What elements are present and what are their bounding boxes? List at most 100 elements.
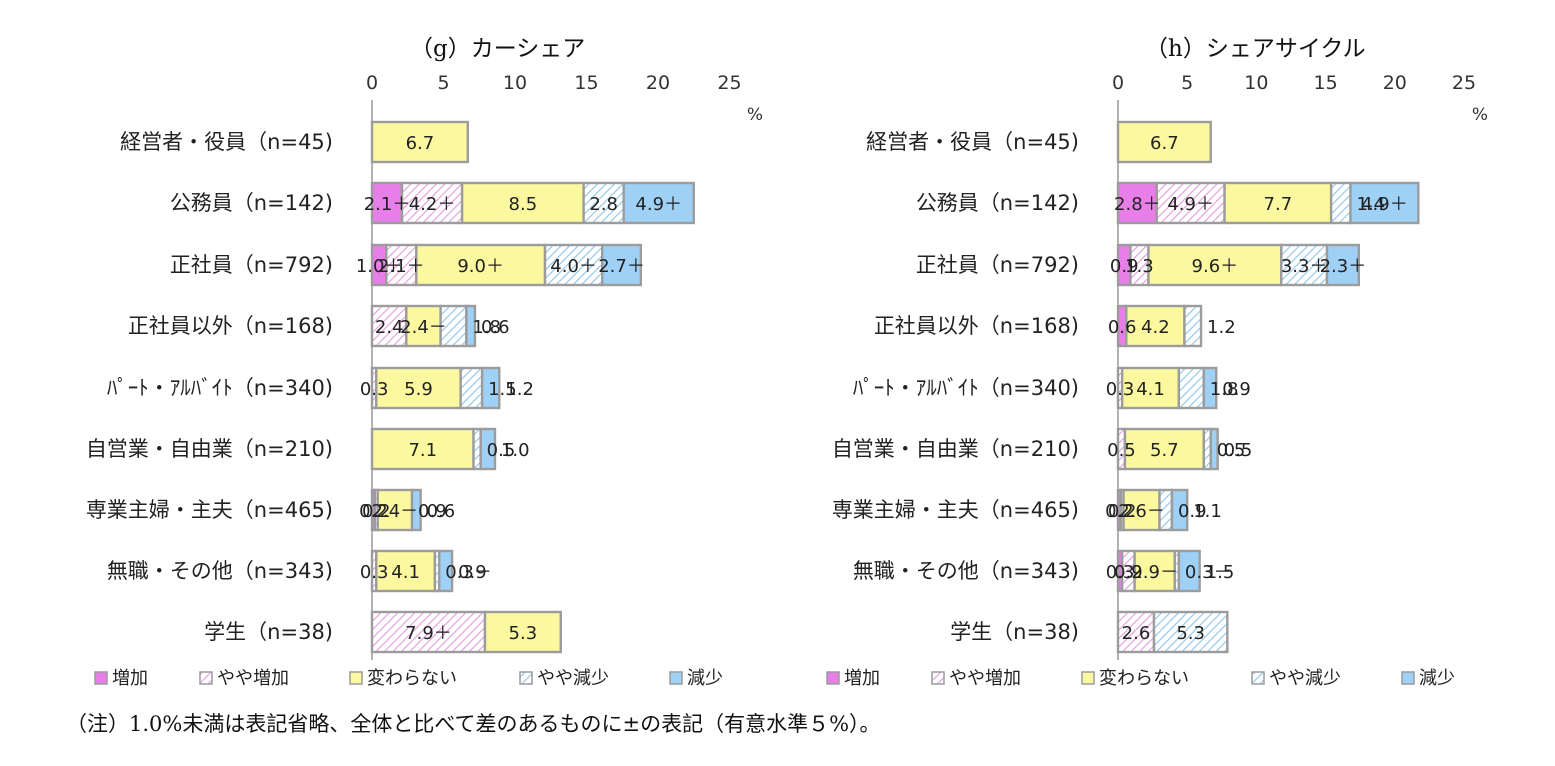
category-label: 公務員（n=142)	[916, 191, 1079, 215]
data-label: 6.7	[1150, 133, 1179, 154]
legend-swatch-increase	[826, 671, 840, 685]
bar-segment-unchanged	[375, 366, 462, 410]
data-label: 0.2	[1105, 501, 1134, 522]
data-label: 0.3	[360, 379, 389, 400]
data-label: 2.4	[375, 317, 404, 338]
data-label: 5.3	[1176, 623, 1205, 644]
data-label: 2.8	[589, 194, 618, 215]
category-label: 正社員以外（n=168)	[874, 314, 1079, 338]
category-label: 経営者・役員（n=45)	[120, 130, 333, 154]
data-label: 1.1	[1193, 501, 1222, 522]
data-label: 2.9－	[1131, 562, 1178, 583]
data-label: 5.3	[509, 623, 538, 644]
legend-label: 減少	[687, 668, 723, 689]
legend-swatch-slight-decrease	[519, 671, 533, 685]
data-label: 0.6	[427, 501, 456, 522]
bar-segment-decrease	[1349, 181, 1420, 225]
data-label: 2.8＋	[1114, 194, 1161, 215]
bar-segment-unchanged	[483, 610, 562, 654]
data-label: 2.3＋	[1320, 256, 1367, 277]
data-label: 9.0＋	[457, 256, 504, 277]
data-label: 0.6	[481, 317, 510, 338]
bar-segment-decrease	[410, 488, 422, 532]
bar-segment-slight-decrease	[1280, 243, 1329, 287]
legend-swatch-slight-increase	[931, 671, 945, 685]
category-label: 無職・その他（n=343)	[107, 559, 333, 583]
legend-swatch-slight-increase	[199, 671, 213, 685]
bar-segment-slight-decrease	[1183, 304, 1203, 348]
legend-swatch-decrease	[669, 671, 683, 685]
data-label: 0.5	[1224, 440, 1253, 461]
x-tick-label: 15	[574, 72, 598, 94]
data-label: 1.0	[501, 440, 530, 461]
data-label: 2.6－	[1118, 501, 1165, 522]
category-label: 自営業・自由業（n=210)	[86, 437, 333, 461]
data-label: 1.5	[488, 379, 517, 400]
chart-title-h: （h）シェアサイクル	[1145, 36, 1366, 62]
legend-label: 増加	[844, 668, 880, 689]
bar-segment-decrease	[1325, 243, 1361, 287]
bar-segment-unchanged	[376, 488, 414, 532]
unit-label: %	[747, 105, 763, 125]
legend-swatch-decrease	[1401, 671, 1415, 685]
data-label: 5.7	[1150, 440, 1179, 461]
data-label: 0.2	[359, 501, 388, 522]
bar-segment-unchanged	[375, 549, 437, 593]
data-label: 6.7	[406, 133, 435, 154]
legend-label: 変わらない	[367, 668, 457, 689]
data-label: 8.5	[509, 194, 538, 215]
category-label: 学生（n=38)	[204, 620, 333, 644]
x-tick-label: 15	[1314, 72, 1338, 94]
bar-segment-decrease	[1170, 488, 1189, 532]
data-label: 7.1	[408, 440, 437, 461]
data-label: 4.9＋	[1361, 194, 1408, 215]
data-label: 0.3－	[1185, 562, 1232, 583]
bar-segment-slight-increase	[400, 181, 464, 225]
x-tick-label: 25	[1452, 72, 1476, 94]
legend-label: やや減少	[1269, 668, 1341, 689]
legend-swatch-unchanged	[349, 671, 363, 685]
data-label: 2.6	[1122, 623, 1151, 644]
data-label: 4.1	[391, 562, 420, 583]
data-label: 2.1＋	[364, 194, 411, 215]
data-label: 7.7	[1264, 194, 1293, 215]
data-label: 0.9	[418, 501, 447, 522]
data-label: 0.3－	[445, 562, 492, 583]
x-tick-label: 5	[1181, 72, 1193, 94]
data-label: 1.8	[1210, 379, 1239, 400]
category-label: 正社員以外（n=168)	[128, 314, 333, 338]
data-label: 0.5	[487, 440, 516, 461]
bar-segment-decrease	[622, 181, 695, 225]
data-label: 4.9＋	[635, 194, 682, 215]
category-label: ﾊﾟｰﾄ・ｱﾙﾊﾞｲﾄ（n=340)	[853, 376, 1079, 400]
bar-segment-unchanged	[1133, 549, 1176, 593]
bar-segment-decrease	[438, 549, 454, 593]
category-label: 専業主婦・主夫（n=465)	[832, 498, 1079, 522]
x-tick-label: 0	[1112, 72, 1124, 94]
data-label: 0.2	[362, 501, 391, 522]
data-label: 0.9	[1110, 256, 1139, 277]
x-tick-label: 25	[717, 72, 741, 94]
bar-segment-decrease	[479, 427, 497, 471]
category-label: ﾊﾟｰﾄ・ｱﾙﾊﾞｲﾄ（n=340)	[107, 376, 333, 400]
bar-segment-slight-increase	[1155, 181, 1226, 225]
data-label: 2.1＋	[378, 256, 425, 277]
data-label: 0.5	[1107, 440, 1136, 461]
bar-segment-unchanged	[370, 120, 470, 164]
data-label: 1.4	[1357, 194, 1386, 215]
category-label: 学生（n=38)	[950, 620, 1079, 644]
chart-title-g: （g）カーシェア	[410, 36, 585, 62]
data-label: 4.2	[1141, 317, 1170, 338]
category-label: 自営業・自由業（n=210)	[832, 437, 1079, 461]
bar-segment-unchanged	[370, 427, 475, 471]
x-tick-label: 10	[1244, 72, 1268, 94]
data-label: 2.4－	[372, 501, 419, 522]
bar-segment-decrease	[480, 366, 501, 410]
category-label: 正社員（n=792)	[916, 253, 1079, 277]
category-label: 正社員（n=792)	[170, 253, 333, 277]
bar-segment-slight-decrease	[459, 366, 484, 410]
data-label: 0.2	[1108, 501, 1137, 522]
legend-swatch-slight-decrease	[1251, 671, 1265, 685]
legend-swatch-increase	[94, 671, 108, 685]
